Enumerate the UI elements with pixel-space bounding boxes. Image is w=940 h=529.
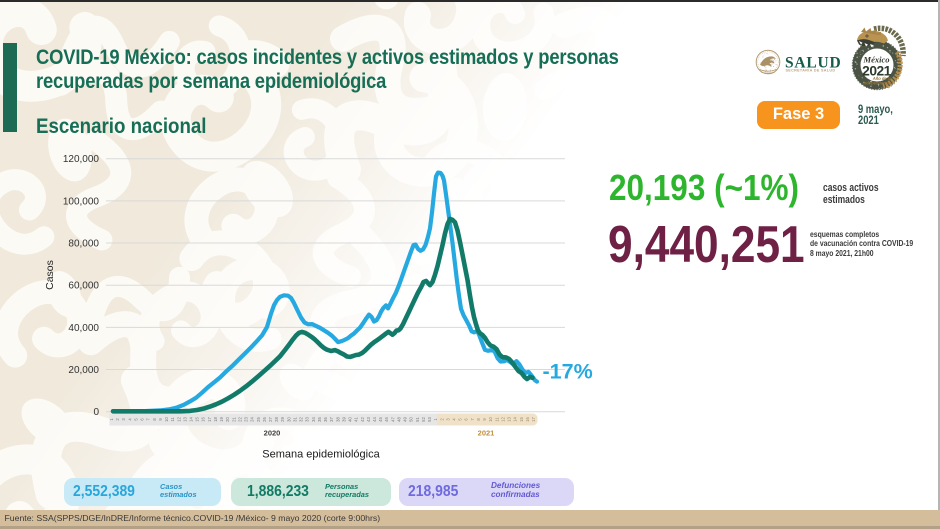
svg-text:49: 49 (403, 417, 408, 422)
svg-text:23: 23 (244, 417, 249, 422)
svg-text:16: 16 (201, 417, 206, 422)
svg-text:7: 7 (146, 418, 151, 421)
svg-text:8: 8 (476, 418, 481, 421)
svg-text:Año de la: Año de la (872, 76, 892, 81)
svg-text:13: 13 (182, 417, 187, 422)
svg-text:SALUD: SALUD (785, 55, 842, 72)
svg-text:2020: 2020 (264, 429, 281, 438)
svg-text:2021: 2021 (478, 429, 495, 438)
svg-text:38: 38 (335, 417, 340, 422)
svg-text:3: 3 (445, 418, 450, 421)
svg-text:26: 26 (262, 417, 267, 422)
svg-text:21: 21 (231, 417, 236, 422)
svg-text:2: 2 (115, 418, 120, 421)
svg-text:5: 5 (458, 418, 463, 421)
svg-text:32: 32 (299, 417, 304, 422)
svg-text:15: 15 (195, 417, 200, 422)
svg-text:51: 51 (415, 417, 420, 422)
svg-text:15: 15 (519, 417, 524, 422)
svg-text:80,000: 80,000 (68, 239, 99, 250)
svg-text:37: 37 (329, 417, 334, 422)
svg-text:México: México (863, 55, 890, 65)
svg-text:4: 4 (127, 418, 132, 421)
svg-text:46: 46 (384, 417, 389, 422)
svg-text:18: 18 (213, 417, 218, 422)
svg-text:9: 9 (158, 418, 163, 421)
svg-text:SECRETARÍA DE SALUD: SECRETARÍA DE SALUD (786, 67, 836, 72)
svg-text:48: 48 (397, 417, 402, 422)
svg-text:42: 42 (360, 417, 365, 422)
svg-text:7: 7 (470, 418, 475, 421)
svg-text:Casos: Casos (44, 260, 56, 290)
svg-text:52: 52 (421, 417, 426, 422)
svg-text:12: 12 (176, 417, 181, 422)
svg-text:50: 50 (409, 417, 414, 422)
svg-text:100,000: 100,000 (63, 196, 100, 207)
svg-text:30: 30 (286, 417, 291, 422)
svg-text:40: 40 (348, 417, 353, 422)
svg-text:60,000: 60,000 (68, 281, 99, 292)
svg-text:27: 27 (268, 417, 273, 422)
svg-text:17: 17 (207, 417, 212, 422)
svg-text:47: 47 (390, 417, 395, 422)
svg-text:5: 5 (134, 418, 139, 421)
svg-text:31: 31 (293, 417, 298, 422)
svg-text:35: 35 (317, 417, 322, 422)
svg-text:14: 14 (513, 417, 518, 422)
svg-text:9: 9 (482, 418, 487, 421)
svg-text:43: 43 (366, 417, 371, 422)
svg-text:20: 20 (225, 417, 230, 422)
svg-text:8: 8 (152, 418, 157, 421)
svg-text:11: 11 (494, 417, 499, 422)
svg-text:17: 17 (531, 417, 536, 422)
svg-text:53: 53 (427, 417, 432, 422)
svg-text:11: 11 (170, 417, 175, 422)
svg-text:1: 1 (109, 418, 114, 421)
svg-text:39: 39 (341, 417, 346, 422)
svg-text:36: 36 (323, 417, 328, 422)
svg-text:13: 13 (507, 417, 512, 422)
svg-text:12: 12 (500, 417, 505, 422)
svg-text:22: 22 (237, 417, 242, 422)
svg-text:33: 33 (305, 417, 310, 422)
svg-text:Independencia: Independencia (863, 80, 892, 85)
svg-text:1: 1 (433, 418, 438, 421)
svg-text:19: 19 (219, 417, 224, 422)
svg-text:41: 41 (354, 417, 359, 422)
svg-text:-17%: -17% (543, 360, 593, 384)
svg-text:0: 0 (93, 407, 99, 418)
svg-text:3: 3 (121, 418, 126, 421)
svg-text:25: 25 (256, 417, 261, 422)
svg-text:45: 45 (378, 417, 383, 422)
svg-text:10: 10 (164, 417, 169, 422)
svg-text:2: 2 (439, 418, 444, 421)
svg-text:40,000: 40,000 (68, 323, 99, 334)
svg-text:24: 24 (250, 417, 255, 422)
svg-text:2021: 2021 (862, 64, 892, 79)
svg-text:44: 44 (372, 417, 377, 422)
svg-text:29: 29 (280, 417, 285, 422)
svg-text:6: 6 (140, 418, 145, 421)
svg-text:6: 6 (464, 418, 469, 421)
svg-text:14: 14 (189, 417, 194, 422)
svg-text:Semana epidemiológica: Semana epidemiológica (262, 449, 380, 461)
svg-text:34: 34 (311, 417, 316, 422)
svg-text:20,000: 20,000 (68, 365, 99, 376)
svg-text:28: 28 (274, 417, 279, 422)
svg-text:16: 16 (525, 417, 530, 422)
svg-text:120,000: 120,000 (63, 154, 100, 165)
svg-text:10: 10 (488, 417, 493, 422)
svg-text:4: 4 (452, 418, 457, 421)
